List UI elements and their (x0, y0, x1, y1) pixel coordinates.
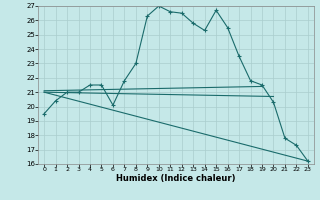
X-axis label: Humidex (Indice chaleur): Humidex (Indice chaleur) (116, 174, 236, 183)
